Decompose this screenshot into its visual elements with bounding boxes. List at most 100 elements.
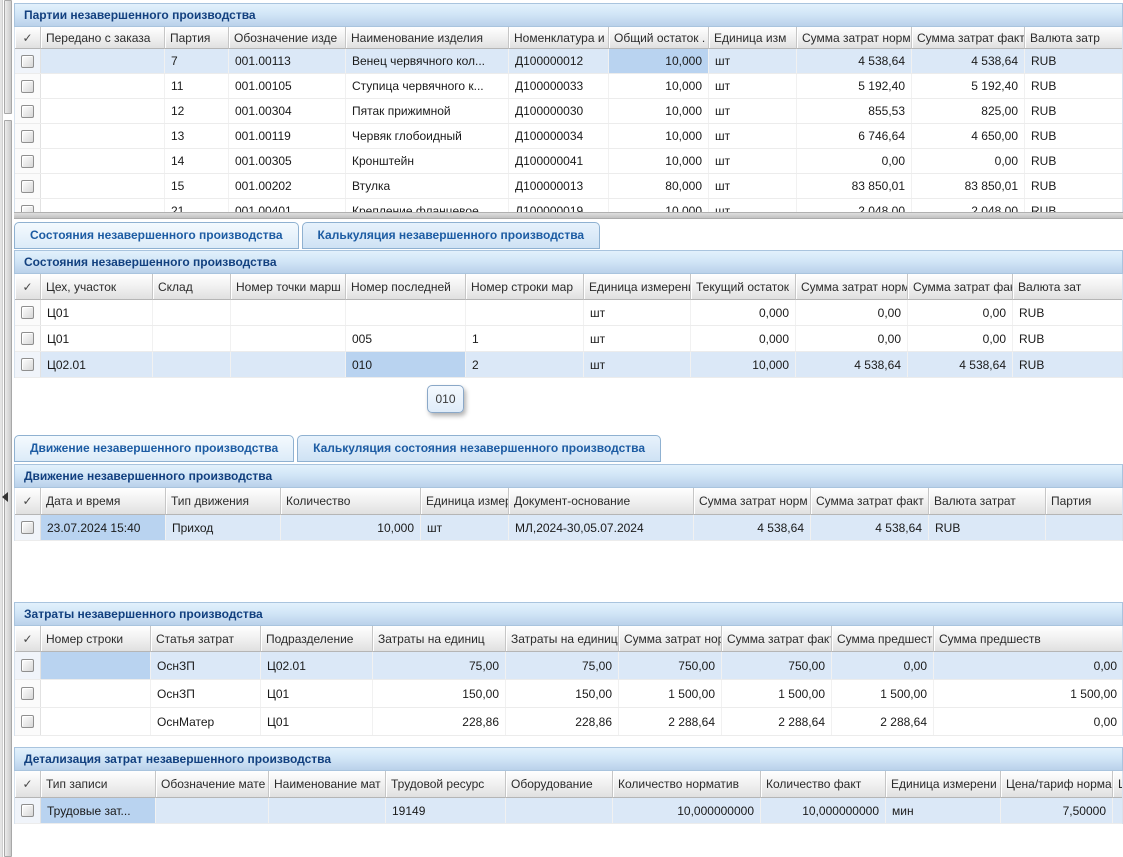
column-header[interactable]: Ц <box>1113 771 1122 798</box>
cell[interactable] <box>41 99 165 123</box>
table-row[interactable]: 14 001.00305 Кронштейн Д100000041 10,000 шт 0,… <box>15 149 1122 174</box>
cell[interactable]: 5 192,40 <box>912 74 1025 98</box>
column-header[interactable]: Единица изм <box>709 27 797 49</box>
column-header[interactable]: Сумма затрат норм <box>796 274 908 300</box>
column-header[interactable]: Сумма затрат норм <box>694 488 811 515</box>
cell[interactable]: шт <box>709 174 797 198</box>
row-checkbox[interactable] <box>21 687 34 700</box>
cell[interactable]: шт <box>709 149 797 173</box>
cell[interactable]: 228,86 <box>506 708 619 735</box>
column-header[interactable]: Количество факт <box>761 771 886 798</box>
cell[interactable]: 80,000 <box>609 174 709 198</box>
cell[interactable]: RUB <box>1025 174 1122 198</box>
cell[interactable]: 4 538,64 <box>694 515 811 540</box>
cell[interactable] <box>41 74 165 98</box>
cell[interactable]: Пятак прижимной <box>346 99 509 123</box>
cell[interactable]: 15 <box>165 174 229 198</box>
column-header[interactable]: Подразделение <box>261 626 373 652</box>
column-header[interactable]: Наименование мат <box>269 771 386 798</box>
cell[interactable]: 1 <box>466 326 584 351</box>
cell[interactable]: 23.07.2024 15:40 <box>41 515 166 540</box>
column-header[interactable]: Партия <box>165 27 229 49</box>
column-header[interactable]: Передано с заказа <box>41 27 165 49</box>
cell[interactable]: 10,000 <box>609 49 709 73</box>
cell[interactable] <box>41 149 165 173</box>
row-checkbox[interactable] <box>21 306 34 319</box>
cell[interactable]: 001.00105 <box>229 74 346 98</box>
select-all-header[interactable]: ✓ <box>15 626 41 652</box>
cell[interactable]: 0,00 <box>934 652 1122 679</box>
table-row[interactable]: Ц01 005 1 шт 0,000 0,00 0,00 RUB <box>15 326 1122 352</box>
cell[interactable]: 0,00 <box>796 326 908 351</box>
cell[interactable]: Ц01 <box>261 680 373 707</box>
table-row[interactable]: 23.07.2024 15:40 Приход 10,000 шт МЛ,2024-30… <box>15 515 1122 541</box>
column-header[interactable]: Трудовой ресурс <box>386 771 506 798</box>
row-checkbox[interactable] <box>21 521 34 534</box>
cell[interactable]: RUB <box>1025 149 1122 173</box>
cell[interactable]: RUB <box>1025 99 1122 123</box>
column-header[interactable]: Дата и время <box>41 488 166 515</box>
cell[interactable]: Крепление фланцевое <box>346 199 509 212</box>
cell[interactable]: 10,000 <box>281 515 421 540</box>
cell[interactable]: 2 <box>466 352 584 377</box>
column-header[interactable]: Статья затрат <box>151 626 261 652</box>
cell[interactable] <box>41 652 151 679</box>
cell[interactable]: 2 288,64 <box>722 708 832 735</box>
cell[interactable]: 4 538,64 <box>796 352 908 377</box>
cell[interactable]: 001.00113 <box>229 49 346 73</box>
cell[interactable]: Д100000033 <box>509 74 609 98</box>
column-header[interactable]: Цех, участок <box>41 274 153 300</box>
column-header[interactable]: Сумма затрат норм <box>619 626 722 652</box>
cell[interactable]: 001.00202 <box>229 174 346 198</box>
cell[interactable] <box>41 680 151 707</box>
row-checkbox[interactable] <box>21 154 34 168</box>
column-header[interactable]: Сумма затрат факт <box>811 488 929 515</box>
cell[interactable]: 14 <box>165 149 229 173</box>
column-header[interactable]: Номер строки мар <box>466 274 584 300</box>
cell[interactable]: шт <box>584 326 691 351</box>
select-all-header[interactable]: ✓ <box>15 771 41 798</box>
cell[interactable]: 0,00 <box>912 149 1025 173</box>
cell[interactable]: 6 746,64 <box>797 124 912 148</box>
cell[interactable] <box>41 49 165 73</box>
row-checkbox[interactable] <box>21 129 34 143</box>
cell[interactable]: 10,000 <box>609 199 709 212</box>
cell[interactable]: 1 500,00 <box>832 680 934 707</box>
table-row[interactable]: 12 001.00304 Пятак прижимной Д100000030 10,0… <box>15 99 1122 124</box>
cell[interactable] <box>1046 515 1122 540</box>
row-checkbox[interactable] <box>21 659 34 672</box>
cell[interactable] <box>41 174 165 198</box>
cell[interactable]: 10,000 <box>609 124 709 148</box>
cell[interactable]: 4 538,64 <box>908 352 1013 377</box>
cell[interactable]: МЛ,2024-30,05.07.2024 <box>509 515 694 540</box>
cell[interactable]: 2 048,00 <box>912 199 1025 212</box>
cell[interactable]: 10,000 <box>609 74 709 98</box>
cell[interactable] <box>153 352 231 377</box>
cell[interactable]: шт <box>709 99 797 123</box>
cell[interactable]: 4 538,64 <box>811 515 929 540</box>
cell[interactable]: RUB <box>929 515 1046 540</box>
row-checkbox[interactable] <box>21 54 34 68</box>
cell[interactable]: 0,000 <box>691 300 796 325</box>
column-header[interactable]: Количество <box>281 488 421 515</box>
cell[interactable]: 150,00 <box>373 680 506 707</box>
cell[interactable]: 001.00304 <box>229 99 346 123</box>
cell[interactable]: Трудовые зат... <box>41 798 156 823</box>
column-header[interactable]: Затраты на единицу <box>506 626 619 652</box>
column-header[interactable]: Склад <box>153 274 231 300</box>
cell[interactable]: RUB <box>1025 124 1122 148</box>
cell[interactable]: 0,00 <box>908 326 1013 351</box>
cell[interactable]: шт <box>709 199 797 212</box>
cell[interactable]: Ступица червячного к... <box>346 74 509 98</box>
cell[interactable]: 10,000000000 <box>613 798 761 823</box>
cell[interactable]: 5 192,40 <box>797 74 912 98</box>
cell[interactable]: 750,00 <box>619 652 722 679</box>
cell[interactable]: Ц02.01 <box>41 352 153 377</box>
cell[interactable]: 0,00 <box>796 300 908 325</box>
row-checkbox[interactable] <box>21 104 34 118</box>
column-header[interactable]: Тип записи <box>41 771 156 798</box>
cell[interactable] <box>231 300 346 325</box>
row-checkbox[interactable] <box>21 179 34 193</box>
tab-calculation-wip[interactable]: Калькуляция незавершенного производства <box>301 222 601 249</box>
column-header[interactable]: Затраты на единиц <box>373 626 506 652</box>
